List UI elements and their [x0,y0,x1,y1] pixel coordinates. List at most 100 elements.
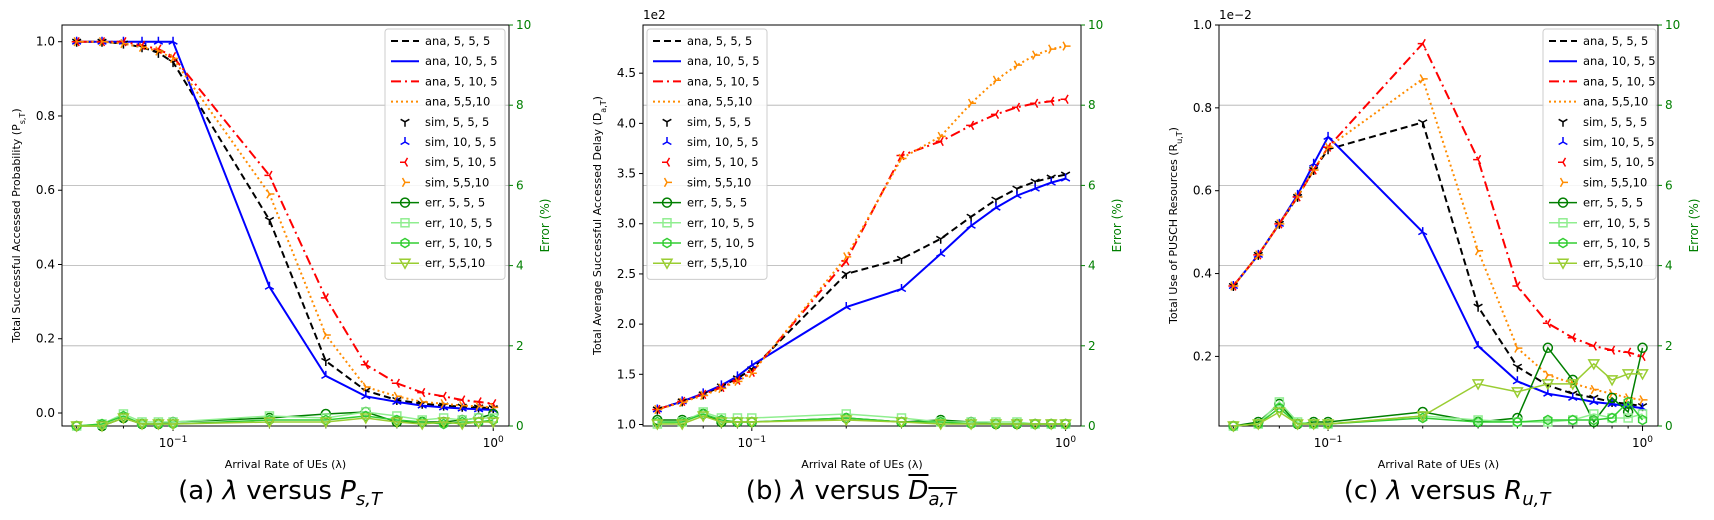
series-line [1232,41,1643,358]
y2-axis-label: Error (%) [1110,199,1124,253]
y-axis-label: Total Use of PUSCH Resources (Ru,T) [1167,127,1184,325]
data-point [1417,119,1428,128]
data-point [1607,412,1617,424]
data-point [1473,154,1482,165]
data-point [391,378,401,389]
caption-b-lambda: λ [790,476,807,506]
data-point [264,216,275,225]
legend-swatch [662,157,671,167]
data-point [1013,60,1022,70]
y2-tick-label: 4 [1665,259,1673,273]
data-point [1010,419,1024,431]
x-axis-label: Arrival Rate of UEs (λ) [801,458,922,471]
data-point [1622,406,1634,418]
y-offset-label: 1e2 [643,8,666,22]
data-point [1310,165,1319,175]
data-point [1589,396,1599,406]
data-point [1512,281,1521,291]
data-point [1471,379,1485,391]
legend-label: err, 5,5,10 [687,256,747,270]
y-tick-label: 3.5 [617,167,636,181]
y2-tick-label: 4 [516,259,524,273]
data-point [440,398,449,409]
data-point [1227,421,1240,433]
data-point [745,417,759,429]
data-point [266,189,275,199]
legend-label: sim, 10, 5, 5 [687,135,759,149]
legend-swatch [662,237,672,249]
data-point [1044,419,1058,431]
legend-label: ana, 5,5,10 [1583,95,1648,109]
data-point [168,36,178,45]
series-err-11 [1227,359,1649,433]
data-point [700,390,709,401]
data-point [263,417,276,429]
caption-a-subscript: s,T [355,489,382,511]
y2-tick-label: 0 [516,419,524,433]
data-point [992,75,1001,85]
data-point [734,376,743,387]
data-point [1567,333,1576,343]
legend: ana, 5, 5, 5 ana, 10, 5, 5 ana, 5, 10, 5 an… [384,28,506,280]
data-point [117,413,130,425]
data-point [839,415,853,427]
data-point [393,391,402,402]
series-line [76,40,494,410]
data-point [1062,41,1071,51]
data-point [991,202,1001,211]
data-point [98,36,108,47]
y-tick-label: 0.2 [36,332,55,346]
legend-label: sim, 5,5,10 [425,175,489,189]
y2-tick-label: 4 [1088,259,1096,273]
data-point [966,213,976,222]
data-point [419,397,428,407]
data-point [321,357,331,367]
data-point [1291,419,1304,431]
y2-axis-label: Error (%) [1687,199,1701,253]
legend-label: err, 5, 10, 5 [1583,236,1651,250]
data-point [1417,227,1428,236]
data-point [135,419,149,431]
legend-label: ana, 5, 10, 5 [687,74,760,88]
data-point [1543,414,1553,426]
legend-label: ana, 5, 10, 5 [1583,74,1656,88]
legend-swatch [1558,218,1568,228]
data-point [70,421,83,433]
data-point [654,404,663,415]
data-point [989,419,1003,431]
caption-c-subscript: u,T [1522,489,1551,511]
data-point [731,417,744,429]
y2-tick-label: 2 [516,339,524,353]
series-err-9 [71,407,498,431]
data-point [937,131,946,142]
data-point [1568,414,1578,426]
legend-label: sim, 5,5,10 [687,175,751,189]
data-point [1473,303,1483,312]
data-point [935,136,944,147]
data-point [472,417,485,429]
data-point [1416,411,1429,423]
caption-c-lambda: λ [1386,476,1402,506]
y-tick-label: 0.6 [36,183,55,197]
legend-label: ana, 5, 5, 5 [425,34,490,48]
caption-a-lambda: λ [222,476,238,506]
data-point [715,417,728,429]
series-err-11 [70,413,500,433]
series-line [657,173,1066,411]
caption-b-subscript: a,T [928,489,957,511]
data-point [1637,414,1648,426]
series-line [1233,400,1643,427]
panel-c: 0.2 0.4 0.6 0.8 1.0 0 2 4 6 8 10 10−1 100 Arrival Rat… [1167,8,1701,471]
y-tick-label: 4.5 [617,66,636,80]
data-point [935,248,946,258]
data-point [1621,369,1635,381]
data-point [1639,395,1648,405]
legend-label: sim, 10, 5, 5 [425,135,497,149]
legend-label: err, 10, 5, 5 [687,216,755,230]
data-point [359,413,373,425]
y2-tick-label: 2 [1088,339,1096,353]
data-point [1417,38,1426,49]
data-point [1623,396,1633,408]
legend-swatch [400,218,410,228]
legend-label: err, 5,5,10 [425,256,485,270]
